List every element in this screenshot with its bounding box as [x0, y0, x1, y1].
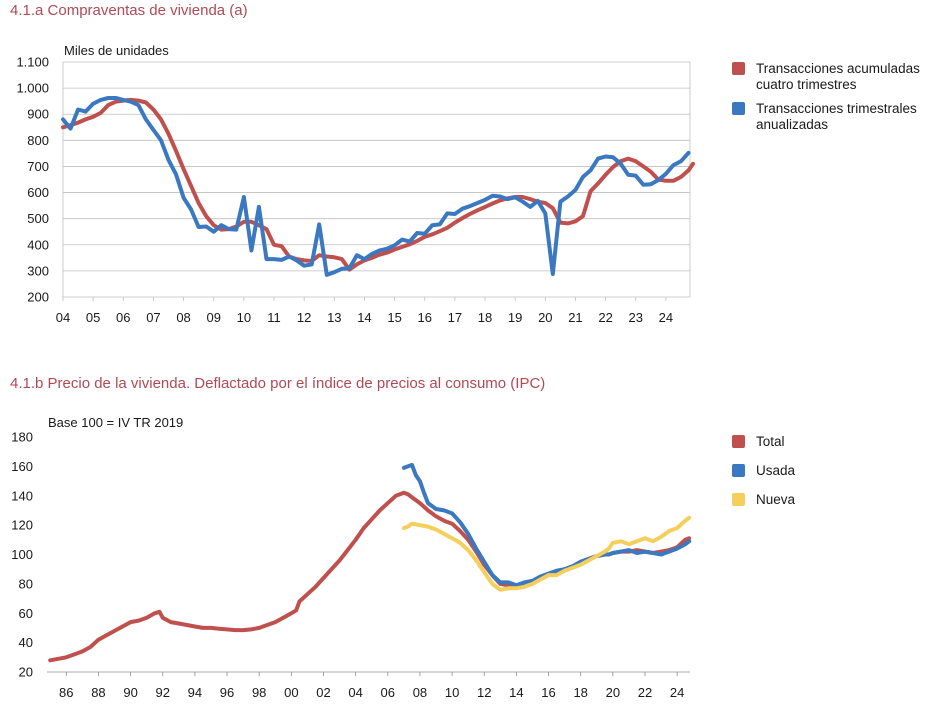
chart-b-y-tick-label: 60 [19, 606, 33, 621]
chart-b-y-tick-label: 20 [19, 665, 33, 680]
chart-a-x-tick-label: 12 [297, 310, 311, 325]
chart-a-x-tick-label: 11 [267, 310, 281, 325]
chart-b-x-tick-label: 90 [123, 685, 137, 700]
chart-b-x-tick-label: 02 [316, 685, 330, 700]
chart-a-x-tick-label: 10 [237, 310, 251, 325]
chart-a-y-tick-label: 900 [27, 107, 49, 122]
legend-item-trimestrales: Transacciones trimestrales anualizadas [732, 101, 937, 133]
series-line-usada [401, 462, 692, 588]
chart-a-y-tick-label: 700 [27, 159, 49, 174]
chart-b-x-tick-label: 94 [188, 685, 202, 700]
chart-b-unit-label: Base 100 = IV TR 2019 [48, 415, 184, 430]
chart-a-y-tick-label: 1.000 [16, 81, 49, 96]
chart-b-x-tick-label: 00 [284, 685, 298, 700]
chart-b-x-tick-label: 04 [348, 685, 362, 700]
chart-a-title: 4.1.a Compraventas de vivienda (a) [10, 2, 248, 19]
chart-b-y-tick-label: 160 [11, 459, 33, 474]
chart-a-x-tick-label: 08 [176, 310, 190, 325]
chart-a-x-tick-label: 06 [116, 310, 130, 325]
chart-a-x-tick-label: 19 [508, 310, 522, 325]
chart-a-x-tick-label: 15 [387, 310, 401, 325]
chart-a-x-tick-label: 24 [659, 310, 673, 325]
legend-item-usada: Usada [732, 463, 932, 479]
chart-a-y-tick-label: 500 [27, 211, 49, 226]
chart-b-x-tick-label: 88 [91, 685, 105, 700]
chart-a-x-tick-label: 21 [568, 310, 582, 325]
chart-b-x-tick-label: 14 [509, 685, 523, 700]
chart-a-x-tick-label: 14 [357, 310, 371, 325]
chart-b-y-tick-label: 140 [11, 488, 33, 503]
chart-a-x-tick-label: 17 [448, 310, 462, 325]
chart-a-x-tick-label: 18 [478, 310, 492, 325]
legend-item-acumuladas: Transacciones acumuladas cuatro trimestr… [732, 61, 937, 93]
legend-label-total: Total [756, 434, 785, 449]
chart-b-x-tick-label: 98 [252, 685, 266, 700]
chart-a-y-tick-label: 1.100 [16, 55, 49, 70]
chart-b-x-tick-label: 08 [413, 685, 427, 700]
chart-a-plot: 200 300 400 500 600 700 800 900 1.000 1.100 04 05 06… [16, 55, 695, 325]
chart-a-x-tick-label: 09 [206, 310, 220, 325]
chart-b-x-tick-label: 92 [156, 685, 170, 700]
chart-a-x-tick-label: 13 [327, 310, 341, 325]
chart-b-x-tick-label: 12 [477, 685, 491, 700]
legend-swatch-acumuladas [732, 62, 745, 75]
chart-b-x-tick-label: 06 [381, 685, 395, 700]
legend-swatch-trimestrales [732, 102, 745, 115]
chart-a-unit-label: Miles de unidades [64, 43, 169, 58]
chart-a-y-tick-label: 400 [27, 237, 49, 252]
chart-b-y-tick-label: 120 [11, 518, 33, 533]
chart-b-y-tick-label: 180 [11, 430, 33, 445]
chart-b-x-tick-label: 20 [606, 685, 620, 700]
chart-a-x-tick-label: 22 [598, 310, 612, 325]
chart-b-x-tick-label: 18 [573, 685, 587, 700]
legend-item-total: Total [732, 434, 932, 450]
legend-swatch-nueva [732, 493, 745, 506]
chart-b-y-tick-label: 80 [19, 576, 33, 591]
chart-b-x-tick-label: 24 [670, 685, 684, 700]
chart-a-x-tick-label: 07 [146, 310, 160, 325]
legend-label-trimestrales: Transacciones trimestrales anualizadas [756, 101, 917, 132]
legend-item-nueva: Nueva [732, 492, 932, 508]
legend-label-nueva: Nueva [756, 492, 796, 507]
chart-a-y-tick-label: 600 [27, 185, 49, 200]
chart-a-x-tick-label: 23 [629, 310, 643, 325]
legend-label-usada: Usada [756, 463, 796, 478]
legend-swatch-total [732, 435, 745, 448]
chart-a-x-tick-label: 04 [56, 310, 70, 325]
chart-b-x-tick-label: 16 [541, 685, 555, 700]
chart-b-x-tick-label: 22 [638, 685, 652, 700]
series-line-transacciones-trimestrales-anualizadas [61, 96, 691, 277]
chart-a-x-tick-label: 05 [86, 310, 100, 325]
chart-b-x-tick-label: 86 [59, 685, 73, 700]
chart-b-x-tick-label: 96 [220, 685, 234, 700]
chart-a-y-tick-label: 800 [27, 133, 49, 148]
chart-b-legend: Total Usada Nueva [732, 434, 932, 521]
series-line-nueva [401, 515, 692, 592]
series-line-total [48, 490, 692, 663]
chart-a-x-tick-label: 20 [538, 310, 552, 325]
legend-swatch-usada [732, 464, 745, 477]
series-line-transacciones-acumuladas-cuatro-trimestres [61, 97, 695, 272]
chart-a-legend: Transacciones acumuladas cuatro trimestr… [732, 61, 937, 141]
chart-b-x-tick-label: 10 [445, 685, 459, 700]
chart-a-x-tick-label: 16 [417, 310, 431, 325]
chart-b-y-tick-label: 100 [11, 547, 33, 562]
chart-a-y-tick-label: 200 [27, 290, 49, 305]
chart-b-title: 4.1.b Precio de la vivienda. Deflactado … [10, 375, 546, 392]
chart-b-y-tick-label: 40 [19, 635, 33, 650]
chart-a-y-tick-label: 300 [27, 263, 49, 278]
legend-label-acumuladas: Transacciones acumuladas cuatro trimestr… [756, 61, 920, 92]
